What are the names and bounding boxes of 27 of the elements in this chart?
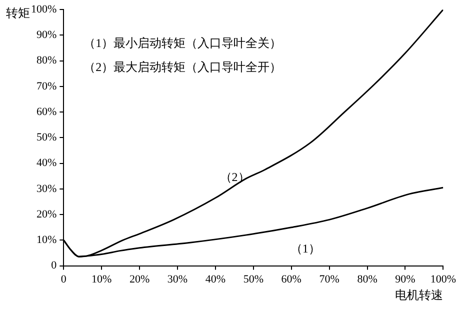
x-tick-label: 30%	[167, 273, 188, 286]
annotation: （1）最小启动转矩（入口导叶全关）	[84, 36, 282, 50]
y-tick-label: 0	[51, 260, 58, 272]
x-tick-label: 50%	[243, 273, 264, 286]
y-tick-label: 80%	[36, 54, 57, 67]
x-tick-label: 20%	[129, 273, 150, 286]
y-tick-label: 20%	[36, 208, 57, 220]
x-tick-label: 40%	[205, 273, 226, 286]
annotation: （2）最大启动转矩（入口导叶全开）	[84, 60, 282, 74]
y-tick-label: 40%	[36, 157, 57, 170]
y-tick-label: 50%	[36, 132, 57, 144]
y-axis-title: 转矩	[6, 6, 30, 20]
x-tick-label: 70%	[319, 273, 340, 286]
x-tick-label: 100%	[430, 273, 456, 286]
x-tick-label: 10%	[92, 273, 112, 286]
y-tick-label: 100%	[30, 3, 57, 16]
x-tick-label: 60%	[281, 273, 302, 286]
x-tick-label: 80%	[357, 273, 378, 286]
y-tick-label: 70%	[36, 80, 57, 92]
y-tick-label: 90%	[36, 29, 57, 42]
y-tick-label: 30%	[36, 182, 57, 195]
x-tick-label: 90%	[395, 273, 416, 286]
series-label: （1）	[290, 242, 320, 256]
x-tick-label: 0	[60, 273, 67, 286]
y-tick-label: 10%	[36, 234, 57, 246]
x-axis-title: 电机转速	[395, 288, 444, 302]
y-tick-label: 60%	[36, 106, 57, 118]
